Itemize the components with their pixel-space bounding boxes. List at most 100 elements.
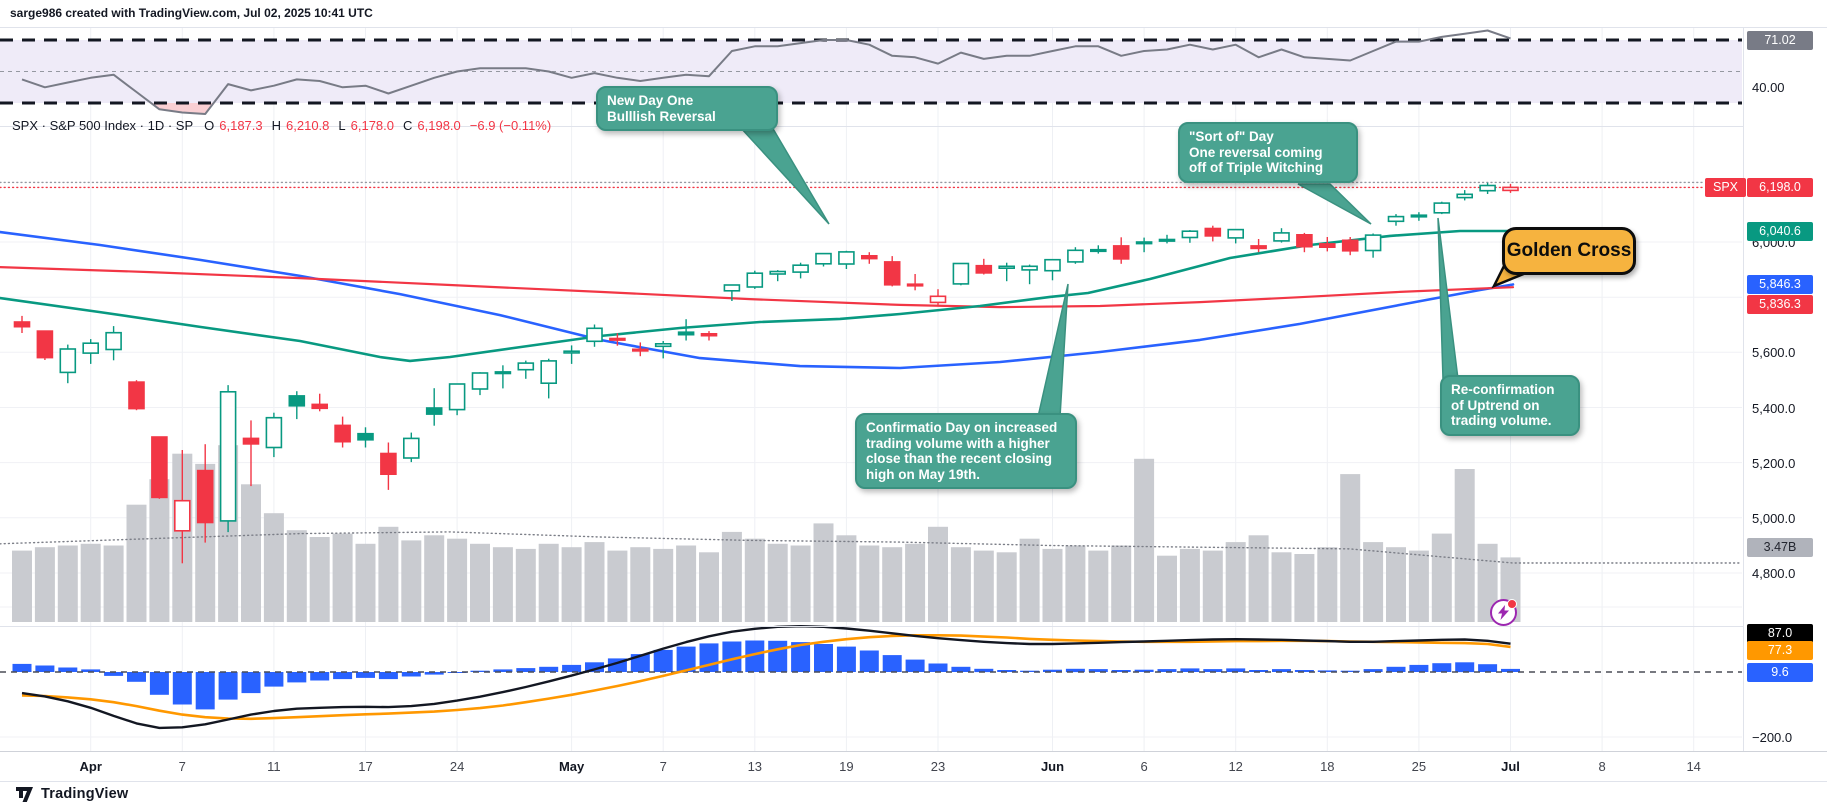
macd-hist-bar [1340,670,1360,672]
notification-dot [1507,599,1517,609]
ma-fast-badge: 6,040.6 [1747,221,1813,241]
macd-hist-bar [1157,669,1177,672]
volume-bar [1317,547,1338,622]
macd-hist-bar [1088,669,1108,672]
ma-mid-line [0,230,1515,370]
macd-hist-bar [974,668,994,673]
volume-bar [721,531,742,622]
volume-bar [584,542,605,622]
macd-hist-bar [1180,668,1200,672]
volume-bar [1134,458,1155,622]
callout-reconfirmation[interactable]: Re-confirmation of Uptrend on trading vo… [1440,375,1580,436]
time-axis-label: Apr [79,759,102,774]
ma-fast-line [0,229,1515,363]
candle-body [1250,245,1267,250]
macd-hist-bar [1363,669,1383,672]
macd-hist-badge: 9.6 [1747,662,1813,682]
time-axis-label: 24 [449,759,465,774]
macd-hist-bar [676,646,696,672]
macd-hist-bar [12,663,32,672]
volume-bar [790,545,811,622]
macd-hist-bar [58,667,78,672]
volume-bar [630,547,651,622]
boost-button[interactable] [1490,599,1517,626]
candle-body [952,262,970,285]
candle-body [1319,243,1336,248]
candle-body [631,348,649,352]
candle-body [36,330,54,359]
symbol-name-badge: SPX [1705,177,1746,197]
rsi-level-label: 40.00 [1752,80,1785,95]
callout-confirmation-day[interactable]: Confirmatio Day on increased trading vol… [855,413,1077,489]
macd-hist-bar [814,644,833,672]
price-axis-label: 5,400.0 [1752,400,1796,416]
symbol-legend[interactable]: SPX · S&P 500 Index · 1D · SP O 6,187.3 … [12,118,551,133]
macd-hist-bar [470,670,490,672]
volume-bar [561,547,582,622]
candle-body [311,403,329,410]
candle-body [746,272,764,288]
macd-hist-bar [149,672,169,695]
macd-hist-bar [722,641,742,672]
macd-hist-bar [585,662,604,673]
macd-hist-bar [1111,670,1131,672]
tradingview-logo[interactable]: TradingView [16,786,128,802]
candle-body [1387,215,1405,223]
candle-body [1067,249,1084,263]
time-axis-label: Jun [1040,759,1065,774]
candle-body [13,321,31,328]
volume-bar [1408,550,1429,622]
candle-body [792,264,809,273]
macd-hist-bar [1386,666,1406,672]
golden-cross-label[interactable]: Golden Cross [1502,227,1636,275]
candle-body [700,332,718,337]
macd-hist-bar [81,669,101,672]
candle-body [609,337,626,341]
candle-body [563,350,580,354]
macd-line-badge: 87.0 [1747,623,1813,643]
volume-badge: 3.47B [1747,538,1813,557]
macd-hist-bar [1249,670,1269,672]
candle-body [1341,239,1359,252]
rsi-oversold-fill [151,103,214,114]
callout-triple-witching[interactable]: "Sort of" Day One reversal coming off of… [1178,122,1358,183]
candle-body [334,424,351,443]
macd-hist-bar [127,672,146,682]
volume-bar [905,543,926,622]
candle-body [860,255,878,260]
time-scale[interactable]: Apr 7 11 17 24 May 7 13 19 23 Jun 6 12 18 25 Jul 8 14 [0,751,1827,782]
volume-bar [126,504,147,622]
macd-hist-bar [218,672,238,700]
macd-signal-line [21,633,1511,721]
macd-hist-bar [516,668,536,672]
candle-body [242,437,260,445]
time-axis-label: 18 [1320,759,1335,774]
volume-bar [1363,542,1384,622]
candle-body [288,395,306,407]
price-axis-label: 5,600.0 [1752,345,1796,361]
volume-bar [263,513,284,622]
candle-body [654,342,672,348]
time-axis-label: May [558,759,585,774]
macd-hist-bar [768,640,788,672]
volume-bar [1088,550,1109,622]
volume-bar [515,548,536,622]
callout-bullish-reversal[interactable]: New Day One Bulllish Reversal [596,86,778,131]
rsi-value-badge: 71.02 [1747,30,1813,50]
macd-hist-bar [562,664,582,672]
candle-body [1112,245,1130,260]
time-axis-label: 7 [178,759,186,774]
time-axis-label: 6 [1140,759,1148,774]
volume-bar [928,526,948,622]
time-axis-label: 7 [659,759,667,774]
candle-body [151,436,168,499]
macd-hist-bar [1501,668,1520,672]
high-label: H [271,118,282,133]
callout-tail-triple-witching [1297,183,1372,225]
volume-bar [699,552,719,622]
macd-hist-bar [104,672,124,676]
volume-bar [882,547,903,622]
volume-bar [149,479,170,622]
